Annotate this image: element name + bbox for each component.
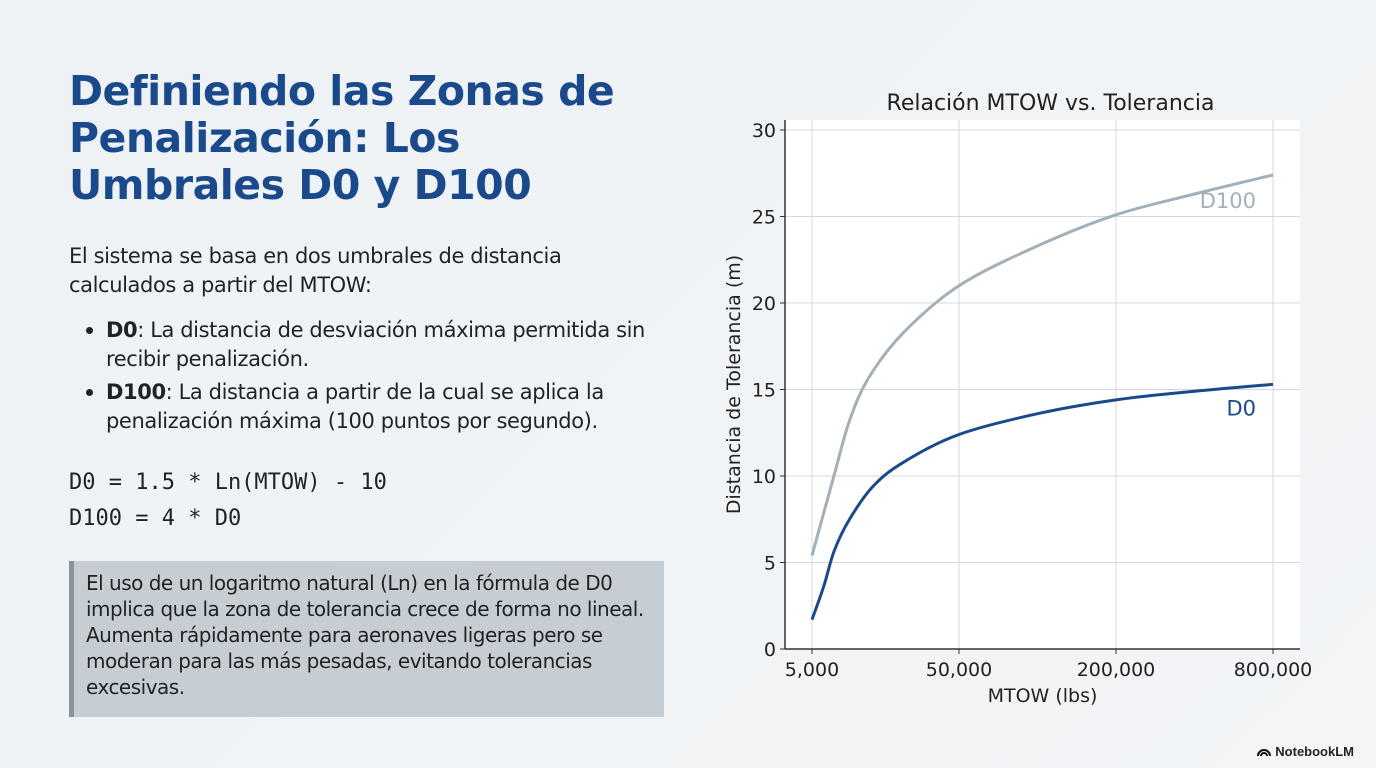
x-tick-label: 800,000 [1234,659,1313,681]
y-tick-label: 30 [752,120,776,142]
callout-box: El uso de un logaritmo natural (Ln) en l… [69,561,664,717]
notebooklm-logo: NotebookLM [1257,744,1354,759]
bullet-term: D0 [106,318,138,342]
formula-d100: D100 = 4 * D0 [69,506,242,531]
x-tick-label: 5,000 [785,659,839,681]
logo-text: NotebookLM [1275,744,1354,759]
bullet-text: : La distancia a partir de la cual se ap… [106,380,604,433]
x-axis-label: MTOW (lbs) [988,685,1098,707]
slide-title: Definiendo las Zonas de Penalización: Lo… [69,67,615,209]
series-line-d100 [810,173,1274,556]
y-tick-label: 25 [752,207,776,229]
formulas: D0 = 1.5 * Ln(MTOW) - 10 D100 = 4 * D0 [69,465,387,537]
y-tick-label: 20 [752,293,776,315]
formula-d0: D0 = 1.5 * Ln(MTOW) - 10 [69,470,387,495]
y-tick-label: 0 [764,639,776,661]
bullet-d0: D0: La distancia de desviación máxima pe… [86,316,676,374]
series-label-d0: D0 [1226,396,1256,420]
series-line-d0 [810,382,1274,621]
bullet-d100: D100: La distancia a partir de la cual s… [86,378,676,436]
bullet-term: D100 [106,380,166,404]
bullet-text: : La distancia de desviación máxima perm… [106,318,645,371]
intro-text: El sistema se basa en dos umbrales de di… [69,244,562,297]
y-tick-label: 5 [764,553,776,575]
y-tick-label: 15 [752,380,776,402]
bullet-list: D0: La distancia de desviación máxima pe… [86,316,676,440]
plot-area [785,120,1300,649]
y-tick-label: 10 [752,466,776,488]
x-tick-label: 50,000 [926,659,992,681]
x-tick-label: 200,000 [1077,659,1156,681]
chart-title: Relación MTOW vs. Tolerancia [887,91,1215,116]
y-axis-label: Distancia de Tolerancia (m) [723,255,745,514]
notebooklm-icon [1257,749,1272,757]
tolerance-chart: 0 5 10 15 20 25 30 5,000 50,000 200,000 800,000 Rel… [723,91,1313,707]
series-label-d100: D100 [1200,189,1256,213]
